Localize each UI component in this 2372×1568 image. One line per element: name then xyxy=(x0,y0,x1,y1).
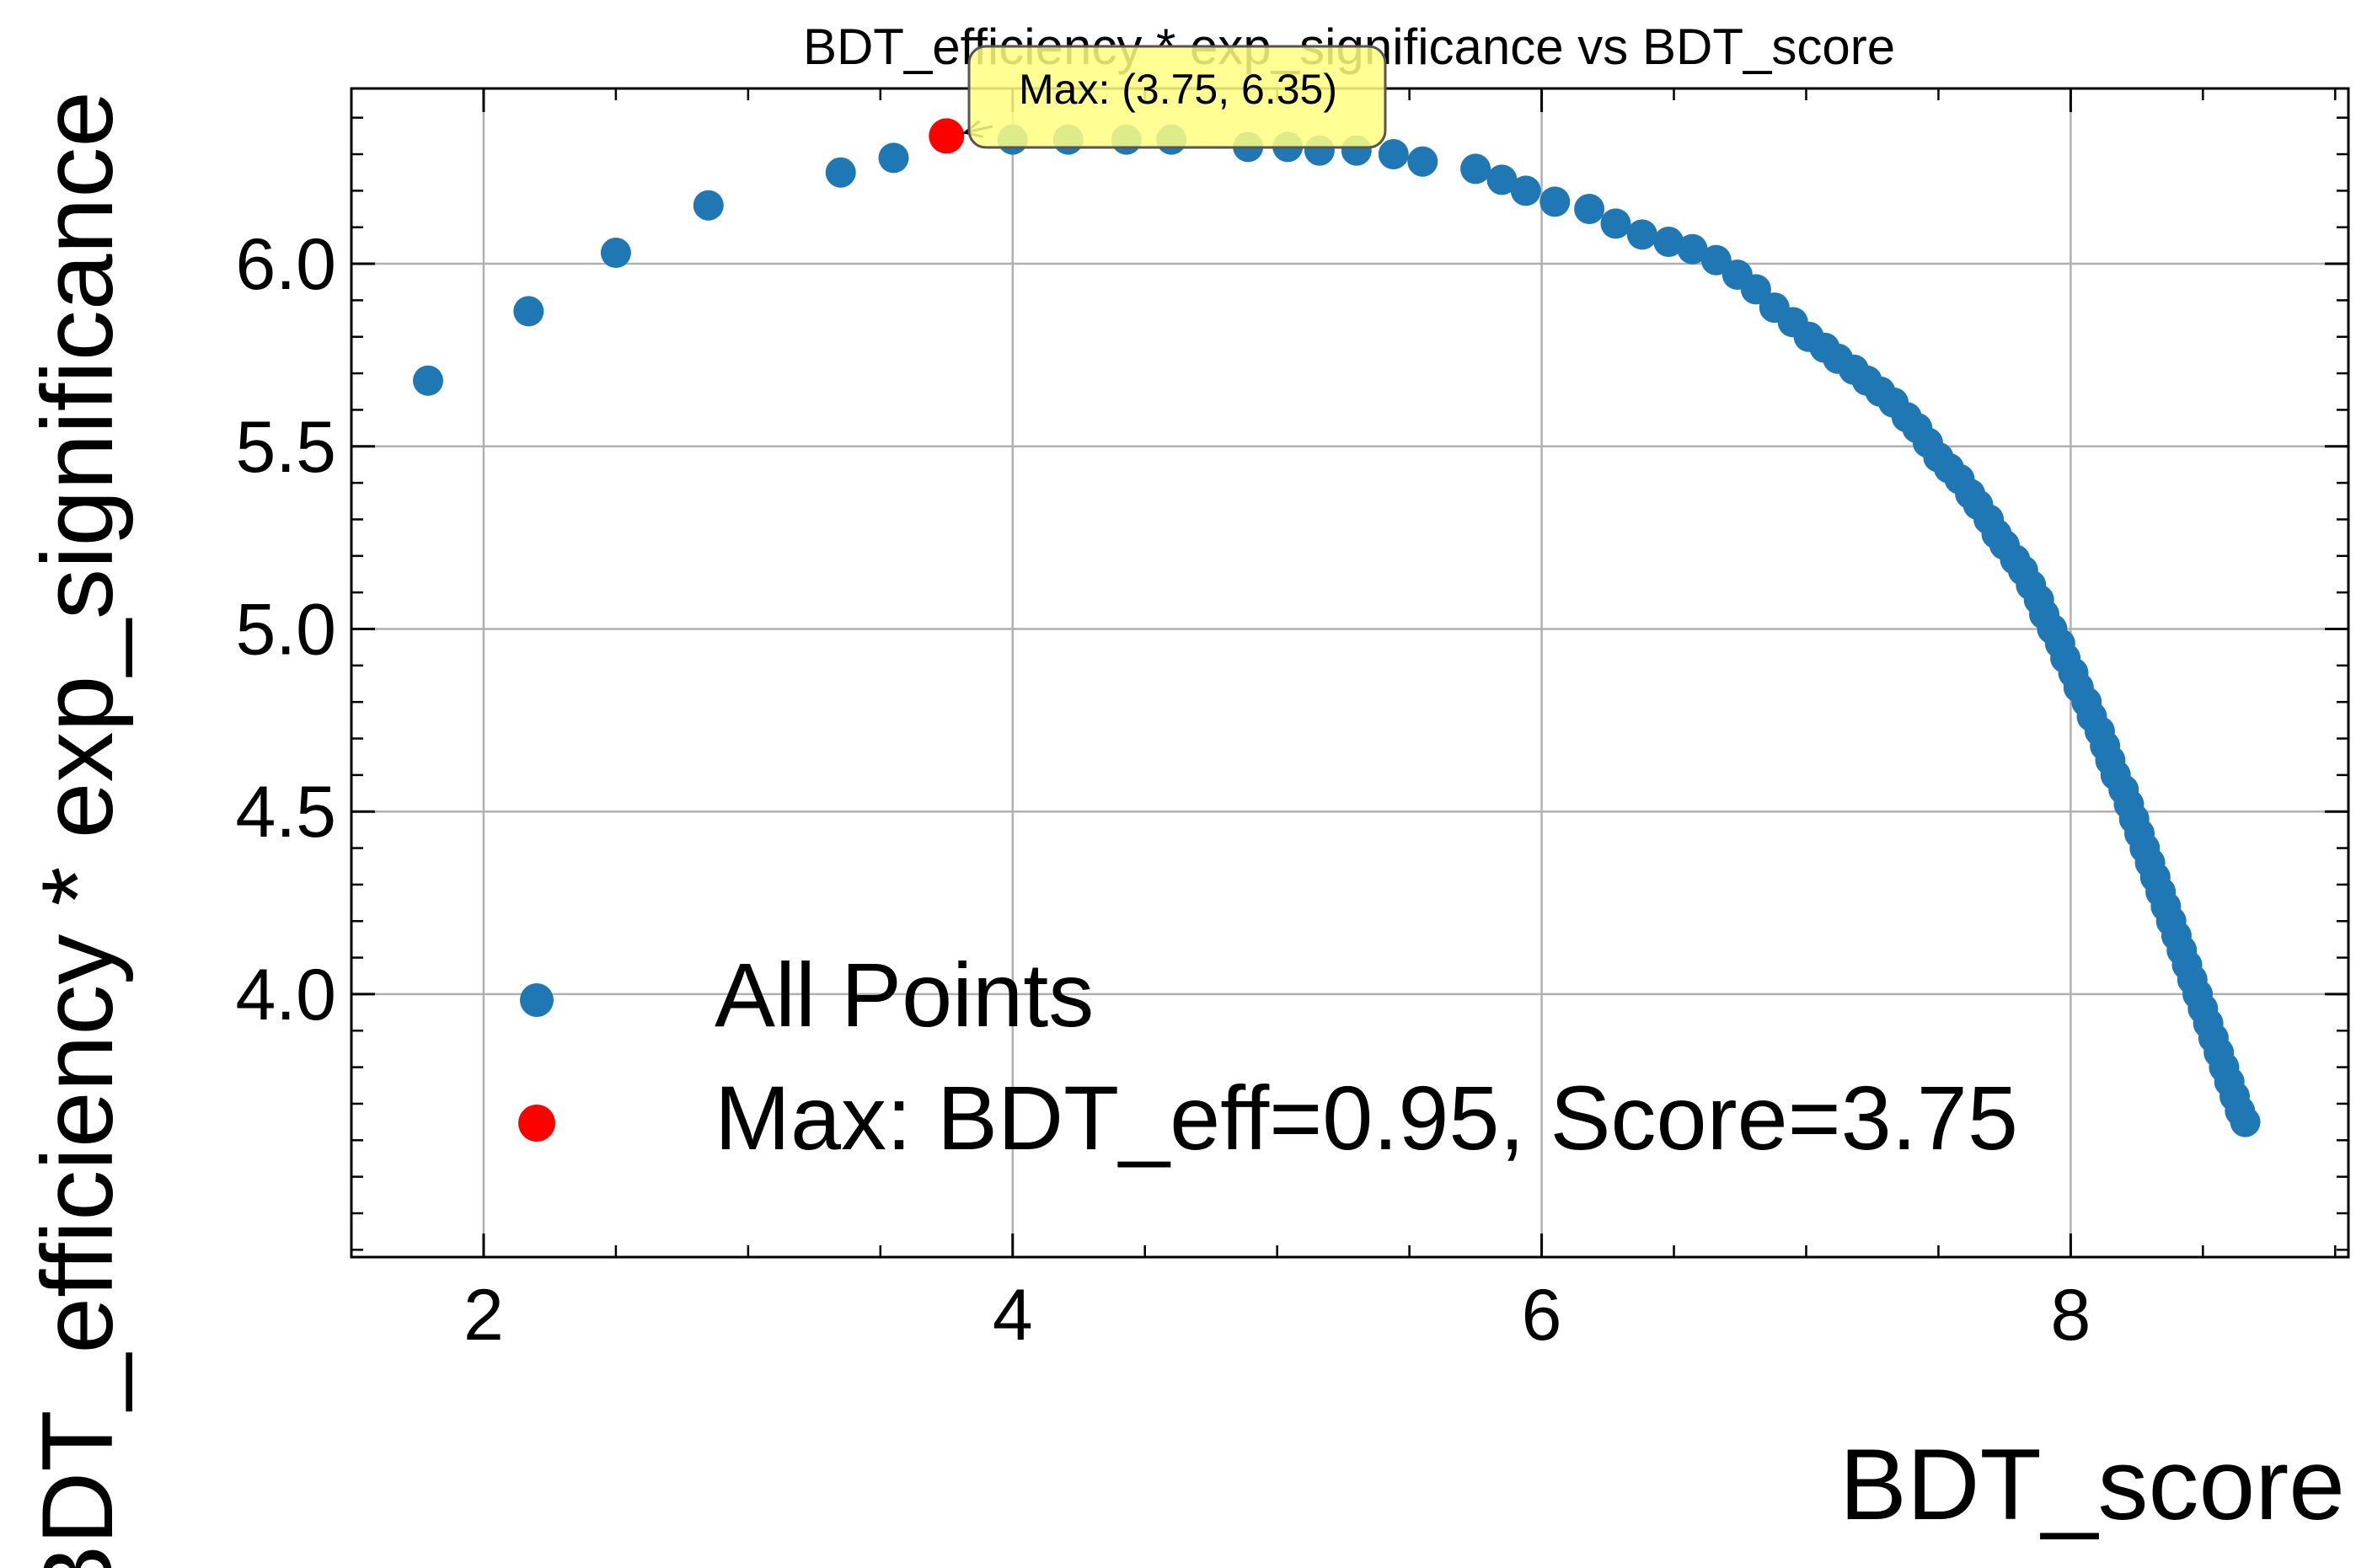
data-point xyxy=(600,238,631,269)
x-tick-label: 6 xyxy=(1522,1275,1562,1356)
y-tick-label: 5.5 xyxy=(235,407,336,488)
x-axis-label: BDT_score xyxy=(1839,1428,2345,1541)
data-point xyxy=(1740,274,1771,305)
data-point xyxy=(1407,146,1438,177)
legend-marker-all-points xyxy=(520,983,554,1017)
legend-label-all-points: All Points xyxy=(715,944,1094,1046)
data-point xyxy=(1600,208,1631,239)
data-point xyxy=(2230,1106,2261,1137)
data-point xyxy=(1574,194,1605,225)
x-tick-label: 2 xyxy=(463,1275,504,1356)
data-point xyxy=(1653,227,1684,258)
max-annotation: Max: (3.75, 6.35) xyxy=(961,45,1387,149)
gridlines xyxy=(351,88,2348,1257)
legend-marker-max xyxy=(518,1105,555,1142)
data-point xyxy=(513,296,544,327)
data-point xyxy=(1700,244,1732,276)
y-tick-label: 5.0 xyxy=(235,589,336,670)
legend: All Points Max: BDT_eff=0.95, Score=3.75 xyxy=(518,944,2018,1169)
data-point xyxy=(1677,233,1708,265)
data-point xyxy=(413,365,444,396)
y-tick-label: 4.0 xyxy=(235,955,336,1036)
annotation-box xyxy=(967,45,1387,149)
data-point xyxy=(825,157,856,188)
data-point xyxy=(878,142,909,174)
data-point xyxy=(1539,186,1571,217)
legend-label-max: Max: BDT_eff=0.95, Score=3.75 xyxy=(715,1067,2018,1169)
annotation-text: Max: (3.75, 6.35) xyxy=(1019,66,1337,113)
data-points xyxy=(413,118,2261,1137)
y-tick-label: 4.5 xyxy=(235,772,336,853)
data-point xyxy=(1378,139,1409,170)
x-tick-label: 4 xyxy=(993,1275,1033,1356)
x-tick-label: 8 xyxy=(2050,1275,2091,1356)
y-tick-label: 6.0 xyxy=(235,224,336,305)
data-point xyxy=(1510,175,1541,206)
y-axis-label: BDT_efficiency * exp_significance xyxy=(21,91,134,1568)
plot-area: 2 4 6 8 4.0 4.5 5.0 5.5 6.0 Max: (3.75, 6.35) Al… xyxy=(235,45,2350,1356)
axis-ticks: 2 4 6 8 4.0 4.5 5.0 5.5 6.0 xyxy=(235,88,2348,1356)
data-point xyxy=(1486,164,1518,195)
max-data-point xyxy=(929,118,965,154)
data-point xyxy=(1626,219,1657,250)
data-point xyxy=(1460,153,1491,185)
data-point xyxy=(693,190,724,221)
